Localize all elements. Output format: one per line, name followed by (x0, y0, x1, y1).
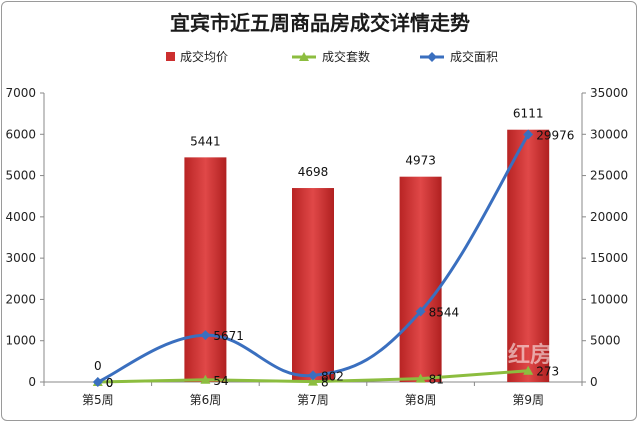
series-marker (523, 129, 534, 140)
series-marker (92, 377, 103, 387)
y-left-tick-label: 7000 (5, 86, 36, 100)
bar (399, 176, 442, 382)
line-data-label: 273 (536, 365, 559, 379)
series-marker (308, 376, 318, 386)
bar-data-label: 4973 (405, 154, 436, 168)
y-left-tick-label: 1000 (5, 334, 36, 348)
y-right-tick-label: 5000 (590, 334, 621, 348)
bar-data-label: 6111 (513, 107, 544, 121)
y-left-tick-label: 3000 (5, 251, 36, 265)
bar-series (184, 129, 550, 382)
x-tick-label: 第7周 (297, 393, 329, 407)
series-marker (523, 365, 534, 375)
bar-data-label: 0 (94, 359, 102, 373)
line-data-label: 81 (429, 373, 444, 387)
legend: 成交均价 成交套数 成交面积 (166, 49, 498, 64)
legend-swatch (166, 52, 175, 61)
y-right-tick-label: 0 (590, 375, 598, 389)
series-marker (415, 373, 426, 383)
bar-data-label: 5441 (190, 134, 221, 148)
line-data-label: 8 (321, 376, 329, 390)
line-data-label: 0 (106, 376, 114, 390)
y-right-tick-label: 20000 (590, 210, 628, 224)
y-left-tick-label: 2000 (5, 292, 36, 306)
x-tick-label: 第8周 (405, 393, 437, 407)
y-left-tick-label: 6000 (5, 127, 36, 141)
x-tick-label: 第9周 (512, 393, 544, 407)
line-data-label: 8544 (429, 305, 460, 319)
series-marker (415, 306, 426, 317)
legend-marker (299, 52, 309, 61)
bar (507, 129, 550, 382)
y-left-tick-label: 4000 (5, 210, 36, 224)
line-data-label: 5671 (213, 329, 244, 343)
series-marker (200, 330, 211, 341)
chart-title: 宜宾市近五周商品房成交详情走势 (170, 11, 470, 35)
y-right-tick-label: 30000 (590, 127, 628, 141)
legend-label: 成交套数 (322, 49, 370, 64)
y-right-tick-label: 25000 (590, 169, 628, 183)
bar-data-label: 4698 (298, 165, 329, 179)
legend-label: 成交面积 (450, 49, 498, 64)
bar (184, 157, 227, 382)
x-tick-label: 第6周 (190, 393, 222, 407)
line-series (92, 129, 534, 387)
series-line (97, 133, 530, 384)
y-left-tick-label: 0 (28, 375, 36, 389)
line-data-label: 802 (321, 369, 344, 383)
line-data-label: 29976 (536, 128, 574, 142)
legend-label: 成交均价 (180, 49, 228, 64)
legend-marker (427, 52, 437, 62)
x-tick-label: 第5周 (82, 393, 114, 407)
watermark-text: 红房 (508, 342, 552, 368)
bar (292, 188, 334, 382)
y-left-tick-label: 5000 (5, 169, 36, 183)
y-right-tick-label: 35000 (590, 86, 628, 100)
y-right-tick-label: 15000 (590, 251, 628, 265)
y-right-tick-label: 10000 (590, 292, 628, 306)
line-data-label: 0 (106, 376, 114, 390)
series-marker (308, 370, 318, 381)
axes: 0 1000 2000 3000 4000 5000 6000 7000 0 5000 10000 1… (5, 86, 628, 407)
line-data-label: 54 (213, 374, 228, 388)
series-marker (200, 374, 211, 384)
